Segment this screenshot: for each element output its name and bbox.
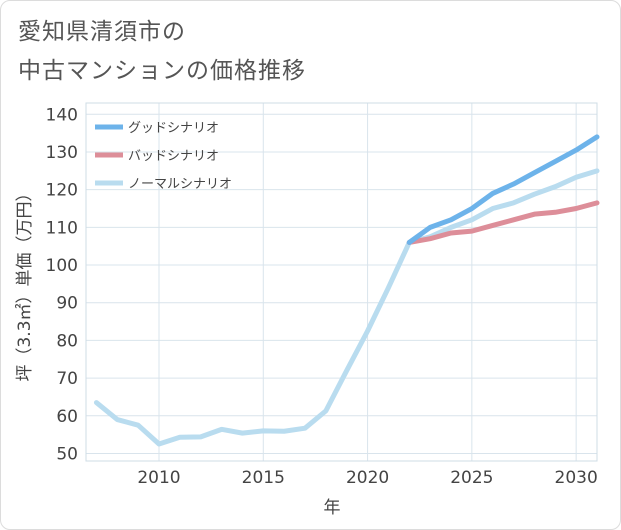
x-tick-label-2020: 2020 (346, 468, 389, 488)
x-tick-label-2030: 2030 (555, 468, 598, 488)
y-tick-label-120: 120 (46, 181, 78, 201)
y-tick-labels: 50 60 70 80 90 100 110 120 130 140 (46, 105, 78, 464)
x-tick-label-2015: 2015 (242, 468, 285, 488)
legend-label-1: バッドシナリオ (128, 149, 219, 164)
x-tick-label-2010: 2010 (137, 468, 180, 488)
y-tick-label-130: 130 (46, 143, 78, 163)
legend-label-2: ノーマルシナリオ (128, 177, 232, 192)
x-axis-label: 年 (324, 498, 341, 518)
y-tick-label-80: 80 (56, 331, 78, 351)
y-axis-label: 坪（3.3㎡）単価（万円） (15, 184, 35, 381)
chart-title-line2: 中古マンションの価格推移 (18, 58, 306, 84)
chart-title-line1: 愛知県清須市の (18, 19, 186, 45)
series-line-0 (406, 134, 600, 245)
x-tick-label-2025: 2025 (450, 468, 493, 488)
series-line-2 (93, 168, 600, 447)
y-tick-label-60: 60 (56, 407, 78, 427)
y-tick-label-70: 70 (56, 369, 78, 389)
series-line-1 (406, 200, 600, 245)
y-tick-label-100: 100 (46, 256, 78, 276)
x-tick-labels: 2010 2015 2020 2025 2030 (137, 468, 597, 488)
y-tick-label-50: 50 (56, 444, 78, 464)
y-tick-label-140: 140 (46, 105, 78, 125)
y-tick-label-90: 90 (56, 294, 78, 314)
y-tick-label-110: 110 (46, 218, 78, 238)
plot-frame (85, 102, 598, 462)
series-layer (93, 134, 600, 447)
legend-label-0: グッドシナリオ (128, 121, 219, 136)
